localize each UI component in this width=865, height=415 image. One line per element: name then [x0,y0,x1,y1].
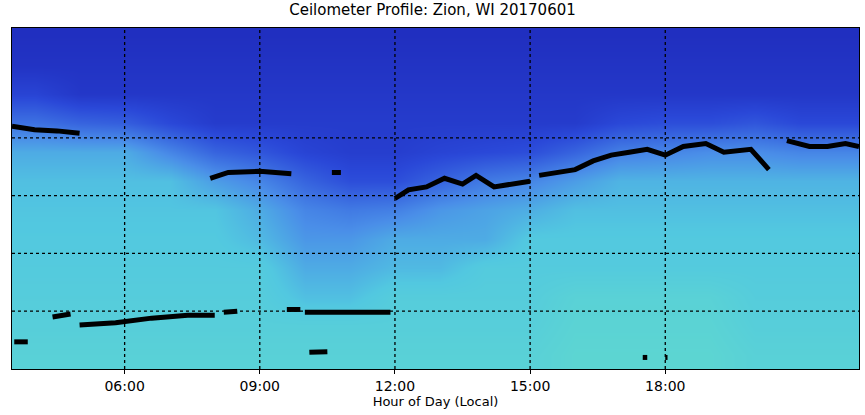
svg-text:18:00: 18:00 [645,378,685,394]
svg-text:06:00: 06:00 [104,378,144,394]
svg-text:09:00: 09:00 [240,378,280,394]
svg-text:Hour of Day (Local): Hour of Day (Local) [373,394,499,409]
svg-text:Ceilometer Profile: Zion, WI 2: Ceilometer Profile: Zion, WI 20170601 [289,1,576,19]
svg-text:15:00: 15:00 [510,378,550,394]
svg-text:12:00: 12:00 [375,378,415,394]
